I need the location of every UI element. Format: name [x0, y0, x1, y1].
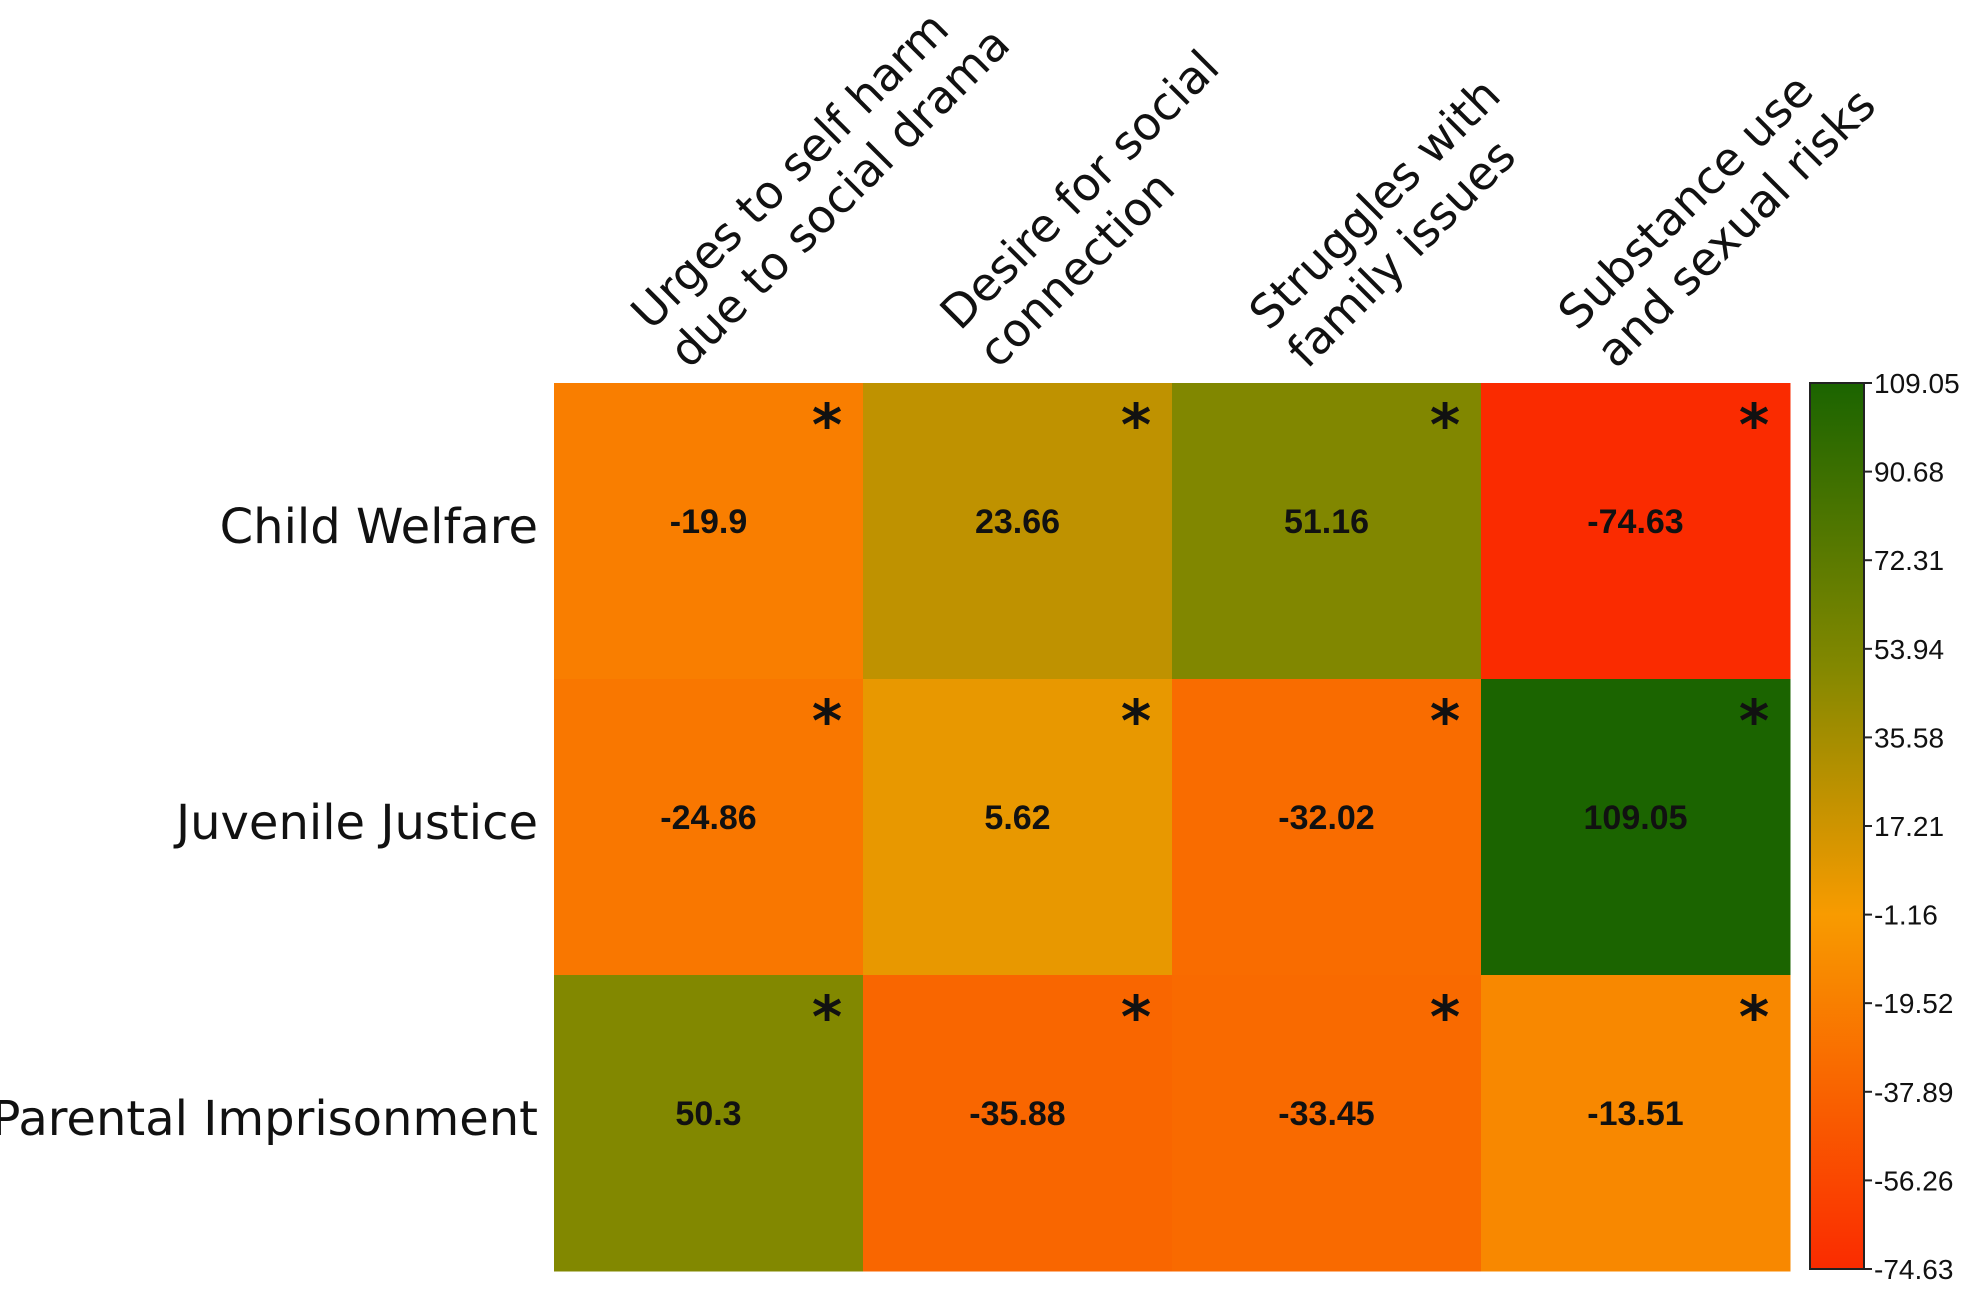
cell-value-label: -74.63: [1587, 503, 1683, 541]
significance-star: *: [1121, 687, 1151, 755]
significance-star: *: [1739, 687, 1769, 755]
heatmap-cell: [1481, 383, 1791, 680]
heatmap-cell: [1172, 975, 1482, 1272]
significance-star: *: [812, 391, 842, 459]
colorbar-tick-label: -19.52: [1874, 988, 1953, 1019]
heatmap-cell: [1481, 975, 1791, 1272]
colorbar-tick-label: -56.26: [1874, 1165, 1953, 1196]
significance-star: *: [1739, 391, 1769, 459]
heatmap-cell: [863, 975, 1173, 1272]
row-label: Child Welfare: [220, 499, 538, 555]
significance-star: *: [1121, 983, 1151, 1051]
cell-value-label: -24.86: [660, 799, 756, 837]
heatmap-cell: [1172, 679, 1482, 976]
cell-value-label: -33.45: [1278, 1095, 1374, 1133]
cell-value-label: 109.05: [1584, 799, 1688, 837]
heatmap-cell: [1481, 679, 1791, 976]
row-label: Parental Imprisonment: [0, 1091, 538, 1147]
colorbar: [1809, 382, 1865, 1270]
colorbar-tick-label: 17.21: [1874, 811, 1944, 842]
colorbar-tick-label: 90.68: [1874, 457, 1944, 488]
heatmap-cell: [554, 383, 864, 680]
heatmap-cell: [1172, 383, 1482, 680]
cell-value-label: -35.88: [969, 1095, 1065, 1133]
heatmap-cell: [554, 679, 864, 976]
cell-value-label: -32.02: [1278, 799, 1374, 837]
cell-value-label: 50.3: [675, 1095, 741, 1133]
significance-star: *: [812, 983, 842, 1051]
colorbar-tick-label: 109.05: [1874, 368, 1960, 399]
significance-star: *: [1121, 391, 1151, 459]
cell-value-label: -19.9: [670, 503, 748, 541]
colorbar-tick-label: -37.89: [1874, 1077, 1953, 1108]
significance-star: *: [1430, 983, 1460, 1051]
significance-star: *: [1430, 687, 1460, 755]
heatmap-cell: [554, 975, 864, 1272]
colorbar-tick-label: -1.16: [1874, 900, 1938, 931]
colorbar-tick-label: 72.31: [1874, 545, 1944, 576]
cell-value-label: -13.51: [1587, 1095, 1683, 1133]
column-label: Substance useand sexual risks: [1547, 39, 1886, 378]
colorbar-tick-label: 35.58: [1874, 722, 1944, 753]
cell-value-label: 51.16: [1284, 503, 1369, 541]
heatmap-cell: [863, 383, 1173, 680]
colorbar-tick-label: -74.63: [1874, 1254, 1953, 1285]
heatmap-cell: [863, 679, 1173, 976]
colorbar-tick-label: 53.94: [1874, 634, 1944, 665]
cell-value-label: 23.66: [975, 503, 1060, 541]
cell-value-label: 5.62: [984, 799, 1050, 837]
significance-star: *: [812, 687, 842, 755]
significance-star: *: [1739, 983, 1769, 1051]
column-label: Struggles withfamily issues: [1238, 67, 1548, 377]
significance-star: *: [1430, 391, 1460, 459]
row-label: Juvenile Justice: [173, 795, 538, 851]
